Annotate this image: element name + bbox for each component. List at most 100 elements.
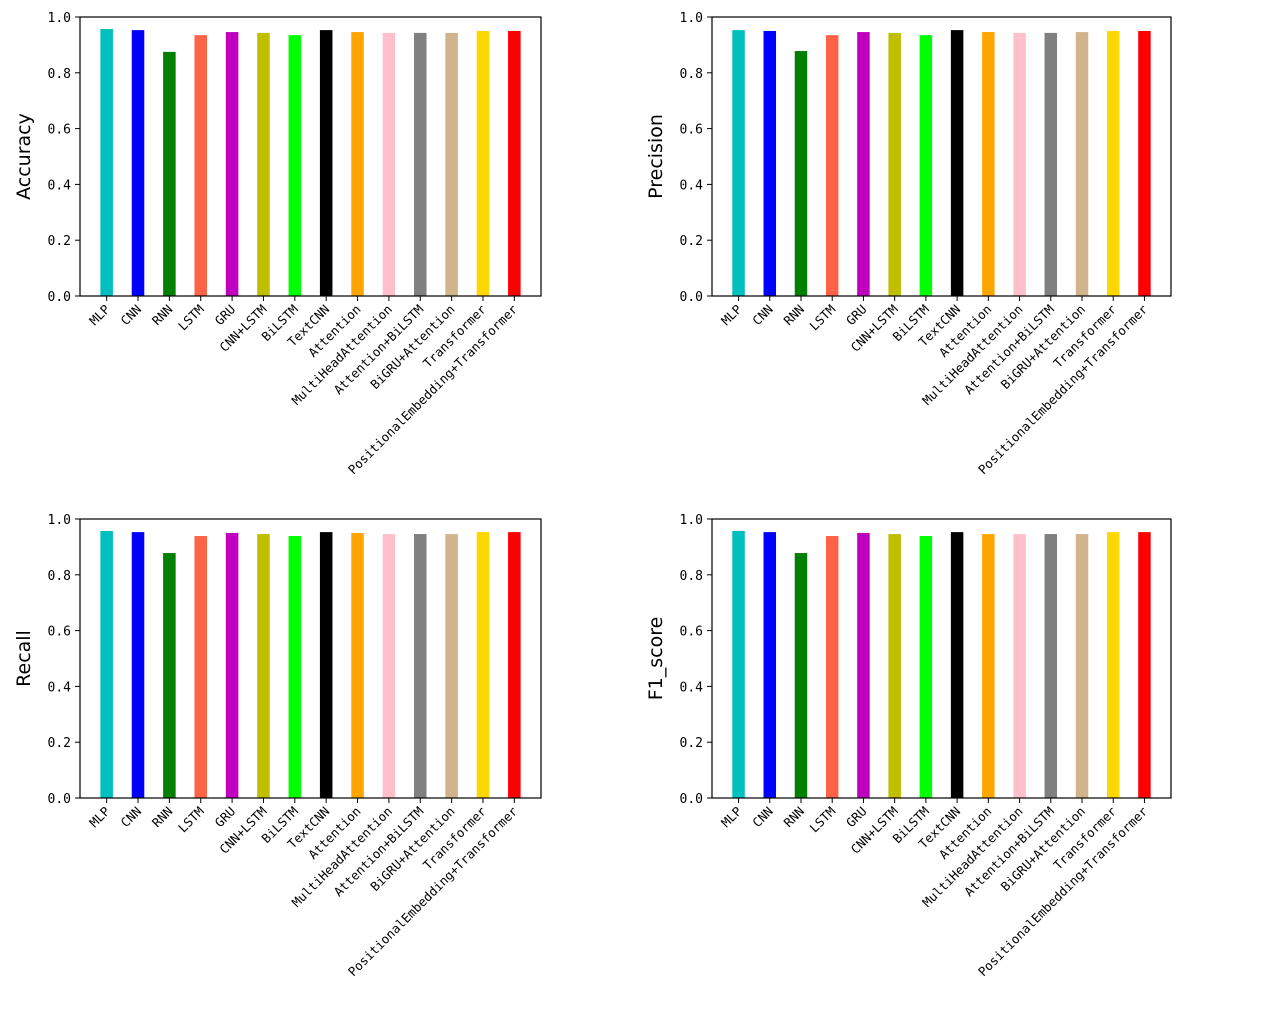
bar-mlp: [732, 531, 745, 798]
bar-rnn: [163, 51, 176, 297]
bar-bigru-attention: [1075, 534, 1089, 798]
bar-gru: [857, 32, 870, 296]
bar-textcnn: [319, 532, 333, 798]
bar-mlp: [100, 531, 113, 798]
bar-positionalembedding-transformer: [508, 532, 521, 798]
x-tick-label: CNN: [118, 804, 145, 831]
x-tick-label: MLP: [718, 302, 745, 329]
x-tick-label: MLP: [86, 302, 113, 329]
bar-attention-bilstm: [1044, 534, 1058, 798]
bar-cnn: [131, 532, 145, 798]
x-tick-label: RNN: [781, 302, 808, 329]
bar-bilstm: [288, 536, 302, 798]
y-tick-label: 0.8: [48, 67, 71, 82]
bar-mlp: [100, 29, 113, 296]
bar-multiheadattention: [1013, 534, 1026, 798]
bar-gru: [857, 532, 870, 798]
x-tick-label: MLP: [718, 804, 745, 831]
bar-attention: [982, 32, 995, 296]
x-tick-label: RNN: [781, 804, 808, 831]
y-tick-label: 0.8: [48, 569, 71, 584]
bar-gru: [225, 532, 239, 798]
y-tick-label: 0.4: [680, 680, 704, 695]
x-tick-label: GRU: [843, 302, 870, 329]
y-tick-label: 1.0: [48, 513, 71, 528]
bar-mlp: [732, 30, 745, 297]
bar-transformer: [1106, 532, 1120, 798]
bar-bigru-attention: [1075, 32, 1089, 296]
y-tick-label: 0.6: [48, 123, 71, 138]
x-tick-label: GRU: [212, 804, 239, 831]
bar-positionalembedding-transformer: [1138, 532, 1151, 798]
bar-rnn: [163, 553, 176, 798]
y-axis-label: F1_score: [645, 617, 667, 701]
bar-multiheadattention: [382, 534, 396, 798]
bar-transformer: [476, 532, 490, 798]
bar-transformer: [476, 30, 490, 296]
y-tick-label: 0.6: [680, 625, 703, 640]
bar-cnn: [131, 30, 145, 297]
y-tick-label: 0.8: [680, 67, 703, 82]
bar-transformer: [1106, 30, 1120, 296]
bar-textcnn: [319, 30, 333, 297]
x-tick-label: MLP: [86, 804, 113, 831]
y-axis-label: Accuracy: [13, 113, 35, 200]
x-tick-label: CNN: [749, 804, 776, 831]
bar-cnn: [763, 532, 777, 798]
bar-rnn: [794, 553, 808, 798]
plot-frame: [79, 518, 542, 799]
bar-cnn-lstm: [888, 534, 901, 798]
y-axis-label: Precision: [645, 114, 667, 199]
bar-lstm: [825, 536, 839, 798]
bar-cnn-lstm: [257, 534, 270, 798]
y-axis-label: Recall: [13, 630, 35, 687]
bar-bigru-attention: [445, 534, 458, 798]
y-tick-label: 0.2: [680, 736, 703, 751]
y-tick-label: 0.0: [48, 792, 71, 807]
y-tick-label: 0.0: [680, 792, 703, 807]
x-tick-label: RNN: [149, 302, 176, 329]
x-tick-label: LSTM: [175, 302, 207, 334]
bar-lstm: [194, 536, 208, 798]
bar-positionalembedding-transformer: [508, 30, 521, 296]
x-tick-label: GRU: [843, 804, 870, 831]
x-tick-label: CNN: [749, 302, 776, 329]
bar-cnn-lstm: [257, 32, 270, 297]
bar-attention-bilstm: [413, 32, 427, 297]
bar-attention: [351, 532, 364, 798]
plot-frame: [711, 518, 1172, 799]
bar-textcnn: [950, 30, 964, 297]
y-tick-label: 0.4: [48, 680, 72, 695]
bar-positionalembedding-transformer: [1138, 30, 1151, 296]
bar-attention-bilstm: [1044, 32, 1058, 297]
bar-bilstm: [288, 35, 302, 296]
bar-attention-bilstm: [413, 534, 427, 798]
x-tick-label: CNN: [118, 302, 145, 329]
y-tick-label: 0.2: [48, 234, 71, 249]
y-tick-label: 0.4: [48, 178, 72, 193]
bar-multiheadattention: [382, 32, 396, 297]
x-tick-label: LSTM: [806, 804, 838, 836]
plot-frame: [79, 16, 542, 297]
bar-lstm: [194, 35, 208, 296]
bar-attention: [982, 534, 995, 798]
y-tick-label: 1.0: [48, 11, 71, 26]
bar-multiheadattention: [1013, 32, 1026, 297]
y-tick-label: 0.0: [48, 290, 71, 305]
y-tick-label: 0.4: [680, 178, 704, 193]
plot-frame: [711, 16, 1172, 297]
bar-rnn: [794, 51, 808, 296]
x-tick-label: LSTM: [806, 302, 838, 334]
x-tick-label: LSTM: [175, 804, 207, 836]
bar-attention: [351, 32, 364, 296]
x-tick-label: GRU: [212, 302, 239, 329]
y-tick-label: 1.0: [680, 11, 703, 26]
y-tick-label: 0.0: [680, 290, 703, 305]
bar-bilstm: [919, 35, 933, 296]
bar-gru: [225, 32, 239, 296]
